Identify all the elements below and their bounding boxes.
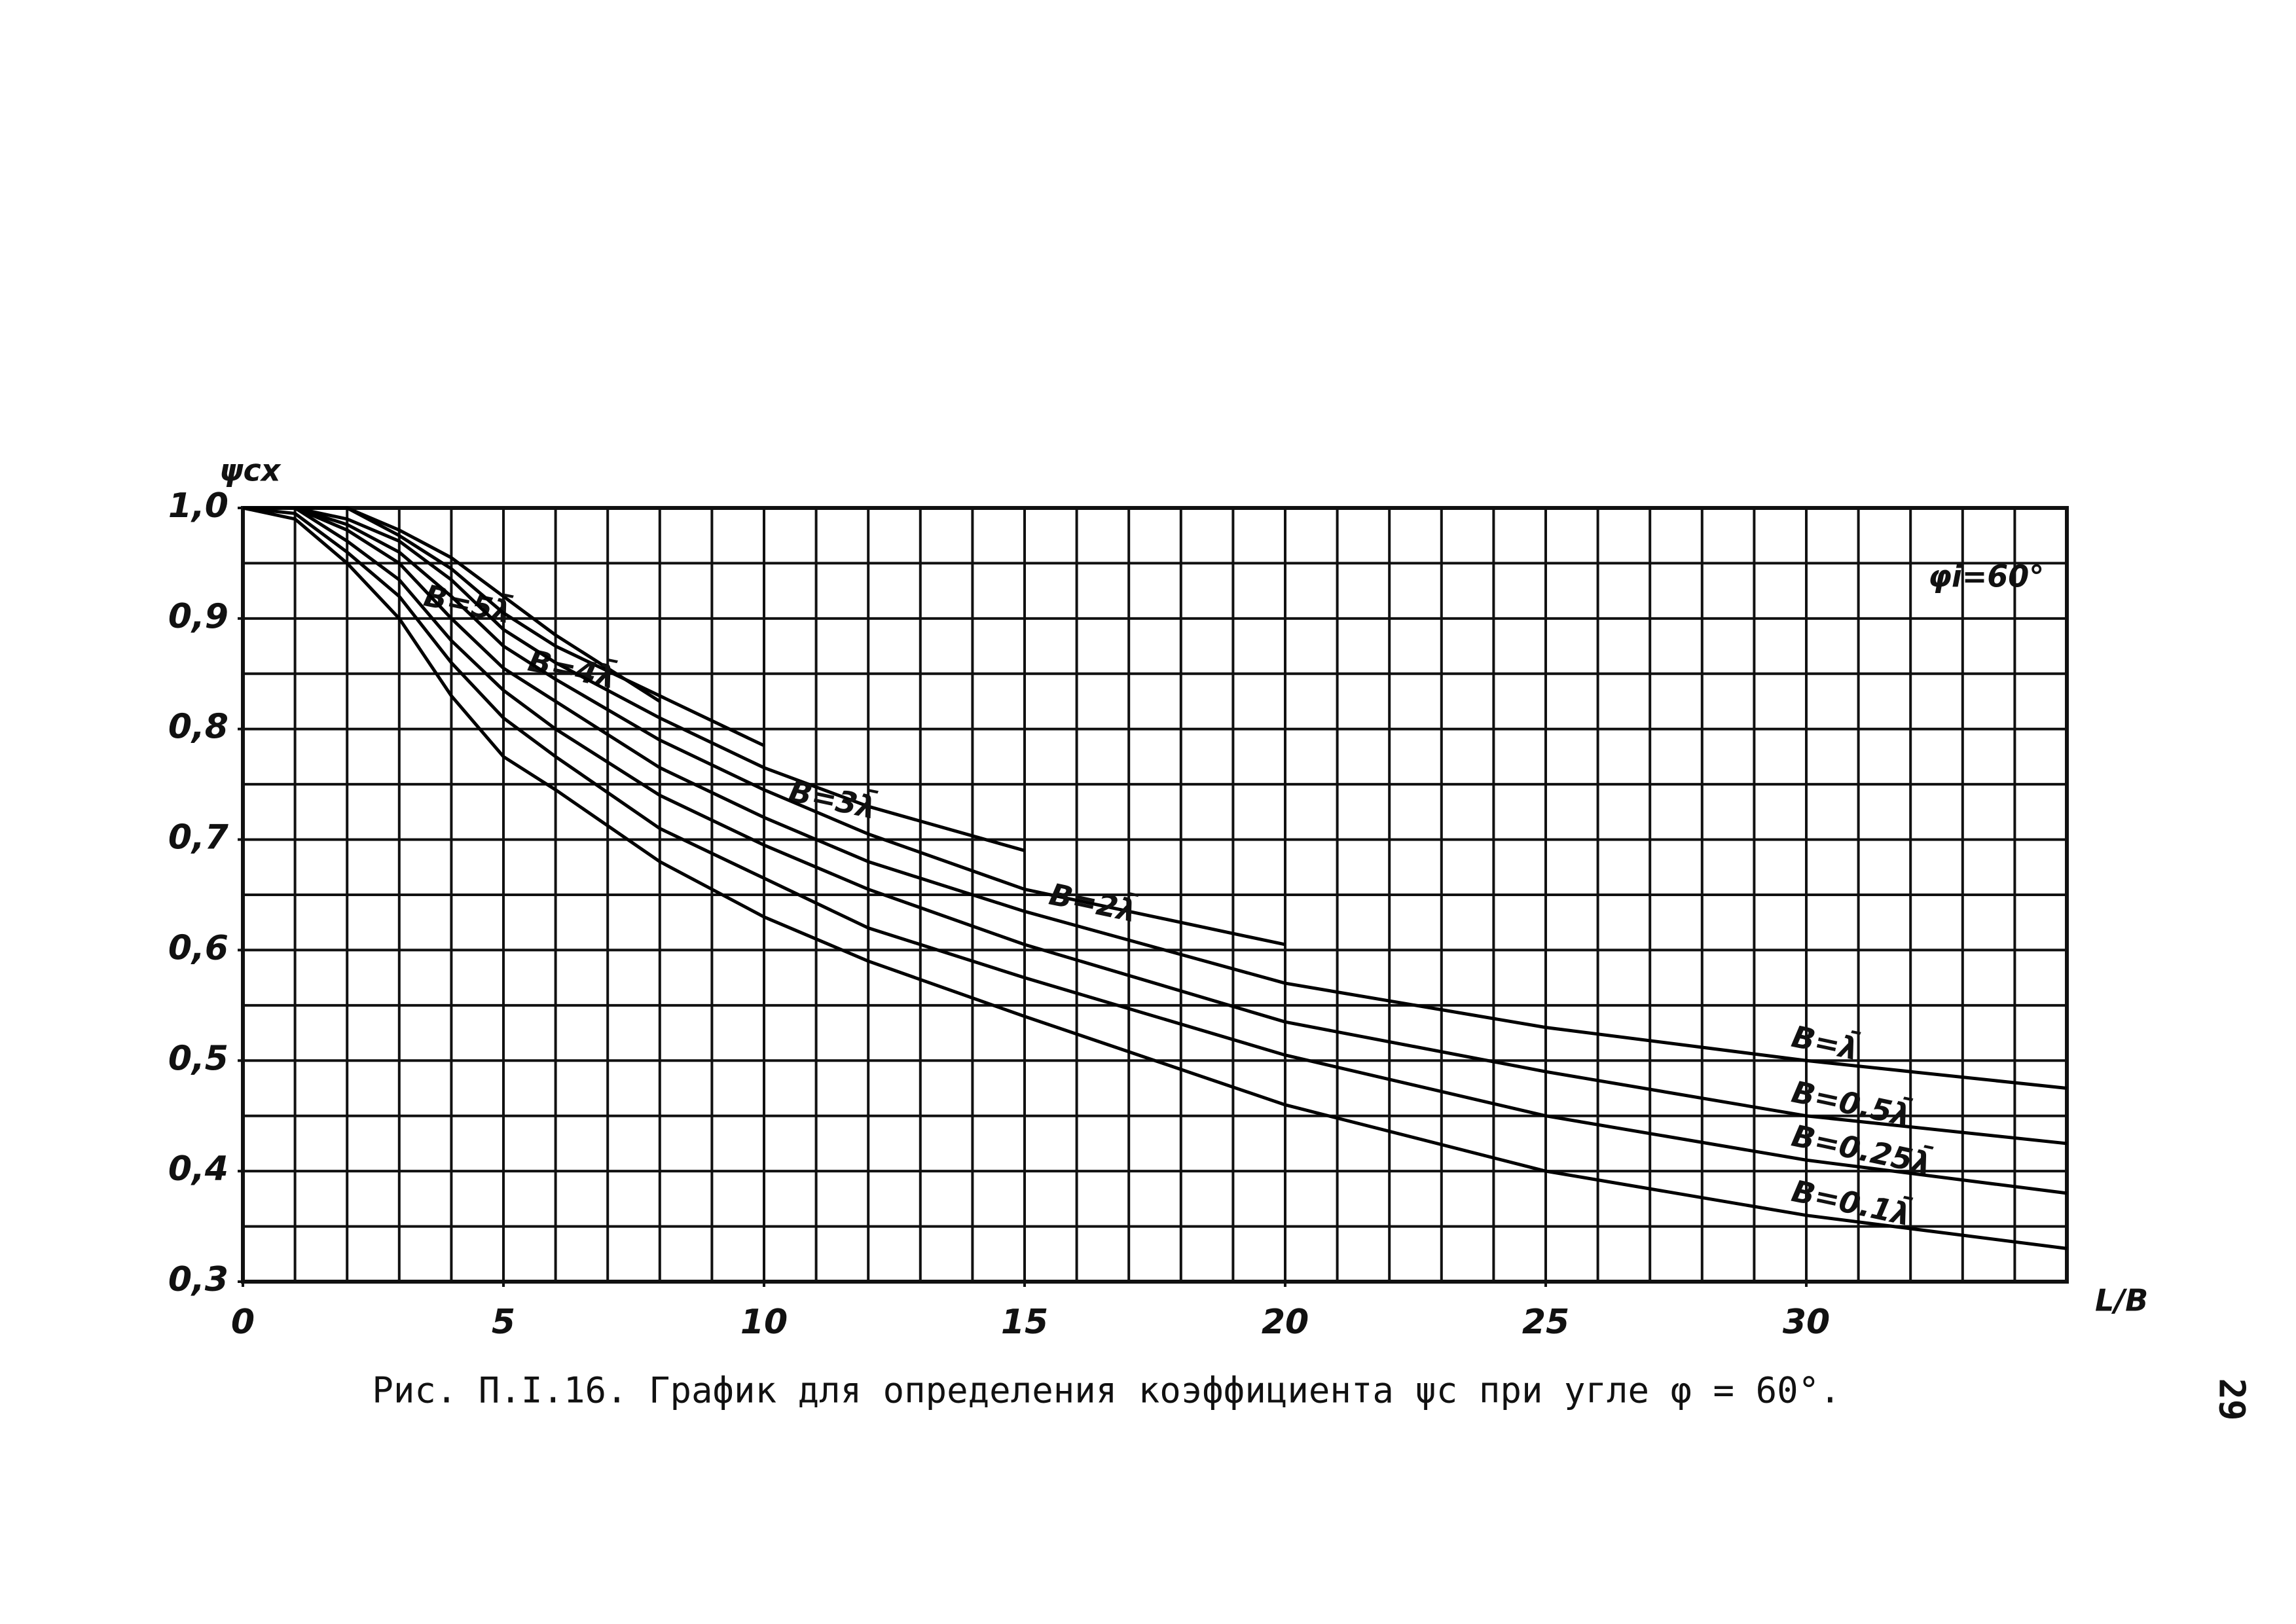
y-tick-label: 0,8	[168, 708, 228, 747]
y-tick-label: 0,3	[168, 1260, 228, 1299]
curve	[243, 506, 2068, 1090]
curve	[242, 506, 2068, 1195]
plot-frame	[241, 506, 2069, 1284]
x-tick-label: 25	[1522, 1303, 1569, 1342]
curve	[243, 506, 1025, 852]
x-tick-label: 10	[740, 1303, 788, 1342]
y-tick-label: 0,9	[168, 597, 228, 636]
curve	[243, 506, 765, 748]
curve	[243, 506, 1286, 947]
x-tick-label: 0	[231, 1303, 255, 1342]
curve	[243, 506, 2068, 1146]
y-axis-label: ψcx	[219, 453, 282, 488]
y-tick-label: 0,4	[168, 1149, 228, 1189]
curve	[242, 506, 2068, 1250]
y-tick-label: 0,6	[168, 928, 228, 967]
x-tick-label: 15	[1001, 1303, 1048, 1342]
x-tick-label: 5	[492, 1303, 515, 1342]
y-tick-label: 0,5	[168, 1039, 228, 1078]
page-number: 29	[2211, 1378, 2252, 1420]
x-tick-label: 30	[1783, 1303, 1830, 1342]
y-tick-label: 1,0	[168, 486, 228, 526]
x-axis-label: L/B	[2095, 1283, 2148, 1318]
x-tick-label: 20	[1262, 1303, 1309, 1342]
y-tick-label: 0,7	[168, 818, 229, 857]
annotation: φi=60°	[1928, 559, 2044, 594]
caption: Рис. П.I.16. График для определения коэф…	[372, 1370, 1840, 1411]
